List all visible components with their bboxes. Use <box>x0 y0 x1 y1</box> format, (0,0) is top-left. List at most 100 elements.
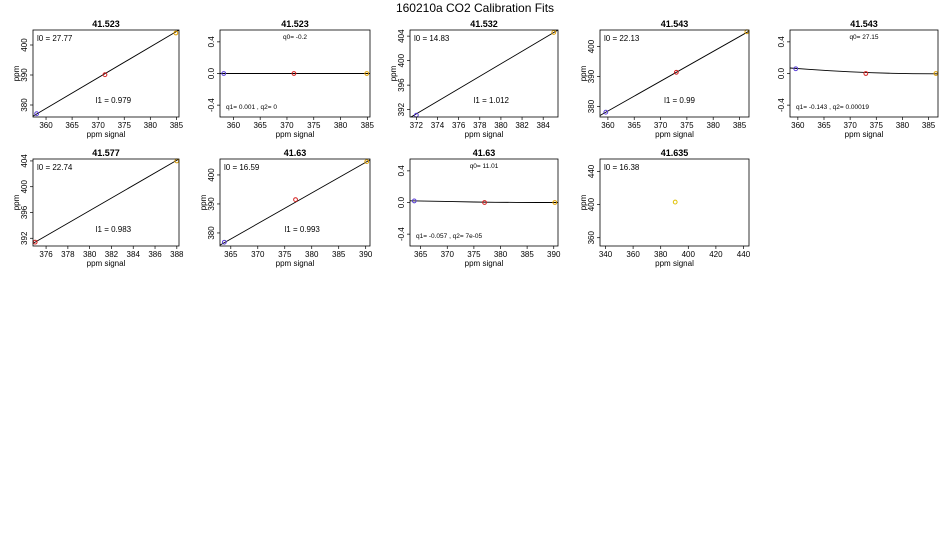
x-tick-label: 360 <box>601 121 615 130</box>
x-tick-label: 365 <box>65 121 79 130</box>
data-point <box>551 30 557 35</box>
x-tick-label: 370 <box>843 121 857 130</box>
y-tick-label: 0.0 <box>397 196 406 208</box>
panel-title: 41.532 <box>470 19 498 29</box>
x-tick-label: 375 <box>118 121 132 130</box>
x-tick-label: 390 <box>359 250 373 259</box>
x-axis-label: ppm signal <box>87 259 126 268</box>
fit-line <box>33 159 179 244</box>
panel-title: 41.543 <box>850 19 878 29</box>
y-tick-label: 400 <box>20 38 29 52</box>
x-tick-label: 386 <box>148 250 162 259</box>
plot-frame <box>219 158 371 247</box>
y-axis-label: ppm <box>12 194 21 210</box>
fit-line <box>790 67 938 75</box>
x-tick-label: 378 <box>61 250 75 259</box>
data-point <box>291 71 297 76</box>
data-point <box>793 66 799 72</box>
data-point <box>293 197 298 203</box>
panel-6: 41.577 376 378 380 382 384 386 388 392 396 400 404 p… <box>12 148 184 268</box>
annotation-q0: q0= -0.2 <box>283 34 307 41</box>
y-tick-label: -0.4 <box>397 227 406 241</box>
x-tick-label: 385 <box>733 121 747 130</box>
y-tick-label: 400 <box>587 197 596 211</box>
x-tick-label: 382 <box>105 250 119 259</box>
x-tick-label: 370 <box>280 121 294 130</box>
x-tick-label: 375 <box>467 250 481 259</box>
x-tick-label: 365 <box>414 250 428 259</box>
x-axis-label: ppm signal <box>845 130 884 139</box>
annotation-intercept: l0 = 16.59 <box>224 163 260 172</box>
x-tick-label: 360 <box>626 250 640 259</box>
data-point <box>34 111 40 117</box>
x-tick-label: 375 <box>680 121 694 130</box>
fit-line <box>410 200 558 203</box>
x-tick-label: 388 <box>170 250 184 259</box>
x-axis-label: ppm signal <box>87 130 126 139</box>
annotation-slope: l1 = 0.983 <box>96 225 132 234</box>
x-axis-label: ppm signal <box>276 130 315 139</box>
annotation-q1-q2: q1= 0.001 , q2= 0 <box>226 104 277 111</box>
panel-title: 41.635 <box>661 148 689 158</box>
y-tick-label: 390 <box>207 197 216 211</box>
data-point <box>221 239 227 245</box>
y-tick-label: 400 <box>20 179 29 193</box>
x-tick-label: 380 <box>896 121 910 130</box>
x-axis-label: ppm signal <box>465 259 504 268</box>
data-point <box>173 30 179 36</box>
y-tick-label: 380 <box>587 99 596 113</box>
y-axis-label: ppm <box>199 194 208 210</box>
data-point <box>603 109 609 115</box>
x-tick-label: 376 <box>39 250 53 259</box>
x-tick-label: 360 <box>227 121 241 130</box>
annotation-q1-q2: q1= -0.143 , q2= 0.00019 <box>796 104 869 111</box>
annotation-q0: q0= 11.01 <box>470 163 499 170</box>
annotation-intercept: l0 = 16.38 <box>604 163 640 172</box>
y-tick-label: 0.0 <box>777 67 786 79</box>
x-tick-label: 380 <box>334 121 348 130</box>
x-tick-label: 376 <box>452 121 466 130</box>
y-tick-label: 404 <box>397 29 406 43</box>
y-tick-label: 440 <box>587 164 596 178</box>
plot-frame <box>599 29 750 118</box>
fit-line <box>410 30 558 117</box>
panel-title: 41.543 <box>661 19 689 29</box>
annotation-intercept: l0 = 22.13 <box>604 34 640 43</box>
x-tick-label: 380 <box>494 250 508 259</box>
x-tick-label: 374 <box>431 121 445 130</box>
x-tick-label: 382 <box>515 121 529 130</box>
y-tick-label: 380 <box>20 98 29 112</box>
x-tick-label: 380 <box>707 121 721 130</box>
x-axis-label: ppm signal <box>465 130 504 139</box>
x-tick-label: 365 <box>224 250 238 259</box>
data-point <box>411 198 417 204</box>
y-tick-label: 360 <box>587 230 596 244</box>
y-tick-label: 400 <box>207 168 216 182</box>
x-tick-label: 370 <box>654 121 668 130</box>
y-tick-label: 396 <box>20 205 29 219</box>
x-tick-label: 375 <box>870 121 884 130</box>
y-tick-label: 0.4 <box>397 165 406 177</box>
annotation-intercept: l0 = 27.77 <box>37 34 73 43</box>
x-tick-label: 365 <box>253 121 267 130</box>
x-tick-label: 365 <box>628 121 642 130</box>
panel-8: 41.63 365 370 375 380 385 390 -0.4 0.0 0.4 ppm sig… <box>397 148 561 268</box>
x-tick-label: 380 <box>494 121 508 130</box>
x-tick-label: 370 <box>441 250 455 259</box>
panel-1: 41.523 360 365 370 375 380 385 380 390 400 ppm sig… <box>12 19 184 139</box>
y-tick-label: 396 <box>397 78 406 92</box>
x-axis-label: ppm signal <box>655 130 694 139</box>
data-point <box>364 71 370 76</box>
data-point <box>482 200 487 205</box>
x-tick-label: 420 <box>709 250 723 259</box>
x-axis-label: ppm signal <box>276 259 315 268</box>
annotation-slope: l1 = 0.979 <box>96 96 132 105</box>
annotation-q0: q0= 27.15 <box>849 34 878 41</box>
x-tick-label: 370 <box>251 250 265 259</box>
x-tick-label: 365 <box>817 121 831 130</box>
y-axis-label: ppm <box>389 65 398 81</box>
annotation-q1-q2: q1= -0.057 , q2= 7e-05 <box>416 233 483 240</box>
x-tick-label: 400 <box>682 250 696 259</box>
panel-5: 41.543 360 365 370 375 380 385 -0.4 0.0 0.4 ppm si… <box>777 19 939 139</box>
